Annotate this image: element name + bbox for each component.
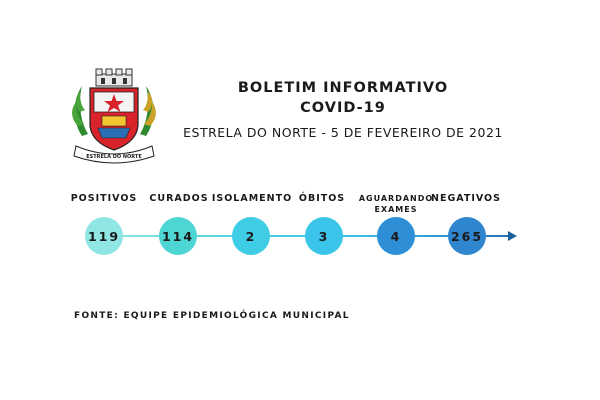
header: BOLETIM INFORMATIVO COVID-19 ESTRELA DO … [168,78,518,144]
stat-label-obitos: ÓBITOS [298,193,346,204]
stat-value-negativos: 265 [448,217,486,255]
stat-label-curados: CURADOS [149,193,209,204]
stat-value-positivos: 119 [85,217,123,255]
arrow-right-icon [508,231,517,241]
stat-label-aguardando-line2: EXAMES [374,205,418,214]
coat-of-arms-logo: ESTRELA DO NORTE [72,68,156,164]
bulletin-date-location: ESTRELA DO NORTE - 5 DE FEVEREIRO DE 202… [183,125,503,140]
stat-label-isolamento: ISOLAMENTO [211,193,293,204]
bulletin-title: BOLETIM INFORMATIVO [237,80,449,96]
stat-value-obitos: 3 [305,217,343,255]
crest-ribbon-text: ESTRELA DO NORTE [86,154,142,160]
source-note: FONTE: EQUIPE EPIDEMIOLÓGICA MUNICIPAL [74,311,350,321]
stat-value-isolamento: 2 [232,217,270,255]
stat-label-negativos: NEGATIVOS [431,193,501,204]
stat-label-aguardando-exames: AGUARDANDO EXAMES [351,193,441,215]
stat-label-positivos: POSITIVOS [70,193,138,204]
stat-value-aguardando-exames: 4 [377,217,415,255]
bulletin-subject: COVID-19 [300,100,386,116]
stat-label-aguardando-line1: AGUARDANDO [358,194,434,203]
stat-value-curados: 114 [159,217,197,255]
